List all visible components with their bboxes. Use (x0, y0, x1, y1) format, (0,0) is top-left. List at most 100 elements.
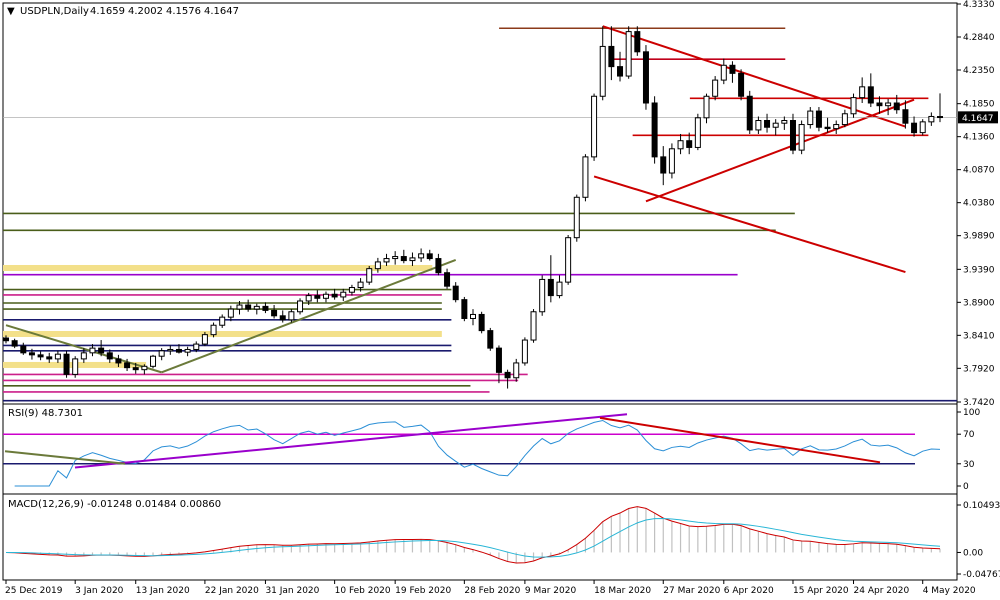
candle-body-68 (591, 95, 598, 158)
rsi-trendline-olive (4, 450, 126, 465)
price-tick-12: 3.7420 (963, 398, 995, 408)
time-tick-13: 24 Apr 2020 (854, 586, 910, 596)
macd-tick-0: 0.10493 (963, 501, 1000, 511)
candle-body-31 (271, 309, 278, 317)
rsi-tick-1: 70 (963, 430, 975, 440)
candle-body-15 (132, 367, 139, 371)
price-tick-10: 3.8410 (963, 331, 995, 341)
price-tick-5: 4.0870 (963, 166, 995, 176)
price-tick-1: 4.2840 (963, 33, 995, 43)
candle-body-5 (46, 356, 53, 360)
candle-body-97 (841, 113, 848, 126)
candle-body-38 (331, 293, 338, 298)
candle-body-60 (521, 339, 528, 364)
candle-body-74 (642, 51, 649, 104)
level-band-6 (3, 264, 433, 271)
rsi-tick-2: 30 (963, 460, 975, 470)
chart-title: USDPLN,Daily (20, 6, 89, 17)
trendline-4 (161, 258, 457, 374)
candle-body-25 (219, 316, 226, 326)
candle-body-27 (236, 304, 243, 310)
candle-body-46 (400, 256, 407, 262)
candle-body-103 (893, 102, 900, 111)
candle-body-80 (694, 117, 701, 148)
candle-body-61 (530, 311, 537, 341)
time-tick-3: 22 Jan 2020 (205, 586, 259, 596)
candle-body-67 (582, 156, 589, 198)
time-tick-7: 28 Feb 2020 (464, 586, 520, 596)
candle-body-76 (660, 156, 667, 174)
candle-body-14 (124, 362, 131, 369)
candle-body-34 (297, 300, 304, 313)
price-tick-4: 4.1360 (963, 133, 995, 143)
ohlc-open: 4.1659 (90, 6, 125, 17)
candle-body-1 (11, 340, 18, 347)
rsi-trendline-up (74, 413, 628, 469)
time-tick-10: 27 Mar 2020 (663, 586, 720, 596)
candle-body-29 (253, 305, 260, 310)
candle-body-75 (651, 102, 658, 158)
candle-body-55 (478, 313, 485, 332)
candle-body-73 (634, 31, 641, 53)
current-price-tag (958, 111, 998, 124)
price-tick-0: 4.3330 (963, 0, 995, 10)
candle-body-69 (599, 45, 606, 97)
time-tick-6: 19 Feb 2020 (395, 586, 451, 596)
candle-body-26 (227, 308, 234, 318)
price-tick-7: 3.9890 (963, 232, 995, 242)
candle-body-83 (720, 64, 727, 81)
candle-body-86 (746, 95, 753, 131)
candle-body-22 (193, 343, 200, 350)
candle-body-42 (366, 268, 373, 283)
candle-body-45 (392, 256, 399, 260)
candle-body-8 (72, 358, 79, 375)
candle-body-84 (729, 64, 736, 74)
macd-tick-1: 0.00 (963, 548, 983, 558)
candle-body-59 (513, 362, 520, 379)
candle-body-36 (314, 295, 321, 299)
time-tick-5: 10 Feb 2020 (335, 586, 391, 596)
candle-body-93 (807, 110, 814, 126)
candle-body-77 (668, 148, 675, 174)
trendline-1 (593, 175, 906, 273)
rsi-tick-0: 100 (963, 408, 980, 418)
time-tick-9: 18 Mar 2020 (594, 586, 651, 596)
candle-body-9 (80, 352, 87, 360)
rsi-tick-3: 0 (963, 482, 969, 492)
candle-body-20 (175, 348, 182, 353)
candle-body-89 (772, 122, 779, 128)
candle-body-70 (608, 45, 615, 68)
candle-body-71 (617, 66, 624, 77)
candle-body-56 (487, 330, 494, 349)
time-tick-14: 4 May 2020 (923, 586, 976, 596)
candle-body-24 (210, 324, 217, 336)
candle-body-95 (824, 126, 831, 130)
macd-main-line (5, 517, 941, 558)
time-tick-2: 13 Jan 2020 (136, 586, 190, 596)
macd-pane: 0.10493 0.00 -0.04767 (5, 501, 1000, 580)
candle-body-100 (867, 86, 874, 104)
level-band-13 (3, 330, 442, 337)
candle-body-41 (357, 281, 364, 289)
candle-body-78 (677, 140, 684, 150)
candle-body-65 (565, 237, 572, 283)
candle-body-107 (928, 115, 935, 123)
candle-body-104 (902, 109, 909, 124)
candle-body-19 (167, 348, 174, 352)
time-tick-8: 9 Mar 2020 (525, 586, 577, 596)
time-tick-4: 31 Jan 2020 (265, 586, 319, 596)
candle-body-87 (755, 120, 762, 131)
rsi-title: RSI(9) 48.7301 (8, 408, 83, 419)
time-tick-12: 15 Apr 2020 (793, 586, 849, 596)
candle-body-30 (262, 305, 269, 311)
price-tick-2: 4.2350 (963, 66, 995, 76)
candle-body-92 (798, 124, 805, 151)
candle-body-21 (184, 348, 191, 353)
candle-body-66 (573, 196, 580, 239)
candle-body-50 (435, 258, 442, 274)
price-tick-11: 3.7920 (963, 364, 995, 374)
candle-body-40 (348, 287, 355, 293)
expand-arrow-icon[interactable]: ▼ (7, 6, 15, 17)
candle-body-99 (859, 86, 866, 99)
